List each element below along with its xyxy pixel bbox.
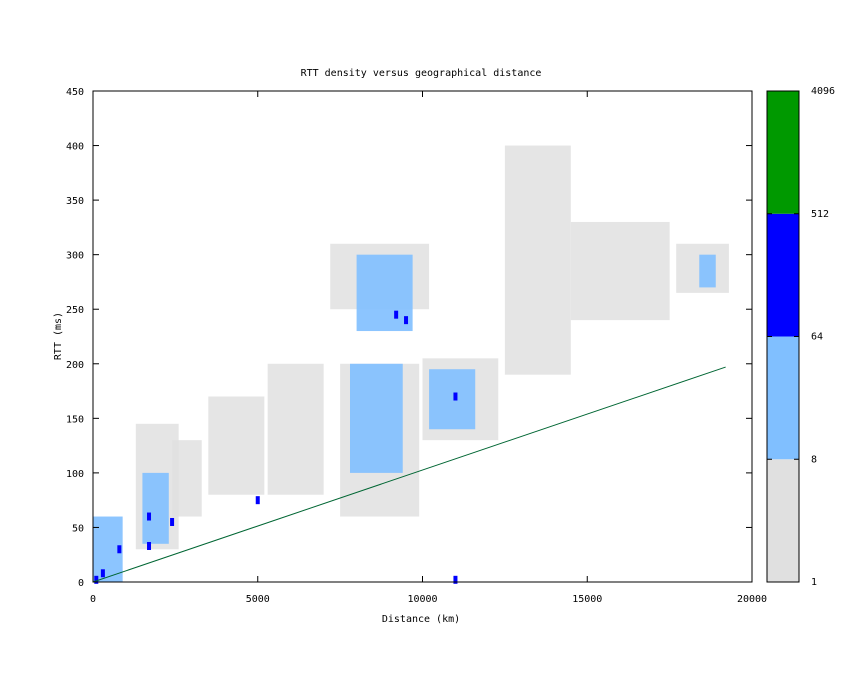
y-tick-label: 200	[66, 360, 84, 371]
density-cell	[404, 316, 409, 325]
density-region	[172, 440, 202, 517]
density-region	[699, 254, 716, 288]
density-layer	[92, 145, 729, 584]
y-tick-label: 100	[66, 469, 84, 480]
x-tick-label: 5000	[246, 594, 270, 605]
colorbar-tick-label: 1	[811, 577, 817, 588]
x-axis-label: Distance (km)	[382, 614, 460, 625]
y-tick-label: 150	[66, 414, 84, 425]
colorbar: 1 8 64 512 4096	[766, 86, 835, 588]
colorbar-band	[767, 459, 799, 582]
density-cell	[255, 496, 260, 505]
x-tick-label: 15000	[572, 594, 602, 605]
density-region	[570, 221, 670, 321]
density-region	[142, 472, 169, 544]
axis-layer: 0 5000 10000 15000 20000 0 50 100 150 200 250 300 35…	[66, 87, 767, 605]
density-cell	[394, 310, 399, 319]
density-cell	[94, 575, 99, 584]
density-region	[504, 145, 571, 375]
y-tick-label: 300	[66, 251, 84, 262]
y-tick-label: 400	[66, 142, 84, 153]
colorbar-band	[767, 213, 799, 337]
colorbar-band	[767, 91, 799, 214]
x-tick-label: 20000	[737, 594, 767, 605]
y-tick-label: 0	[78, 578, 84, 589]
density-cell	[170, 517, 175, 526]
colorbar-tick-label: 4096	[811, 86, 835, 97]
x-tick-label: 0	[90, 594, 96, 605]
colorbar-band	[767, 336, 799, 460]
density-cell	[147, 512, 152, 521]
density-region	[208, 396, 265, 495]
x-tick-label: 10000	[407, 594, 437, 605]
density-cell	[453, 575, 458, 584]
reference-line	[92, 366, 726, 583]
chart-title: RTT density versus geographical distance	[301, 68, 542, 79]
density-region	[429, 369, 476, 430]
colorbar-tick-label: 8	[811, 454, 817, 465]
colorbar-tick-label: 512	[811, 209, 829, 220]
y-tick-label: 450	[66, 87, 84, 98]
density-region	[356, 254, 413, 332]
y-tick-label: 350	[66, 196, 84, 207]
y-tick-label: 50	[72, 523, 84, 534]
density-region	[267, 363, 324, 495]
density-cell	[100, 569, 105, 578]
y-axis-label: RTT (ms)	[53, 312, 64, 360]
density-cell	[147, 541, 152, 550]
colorbar-tick-label: 64	[811, 332, 823, 343]
density-cell	[453, 392, 458, 401]
y-tick-label: 250	[66, 305, 84, 316]
density-region	[350, 363, 403, 473]
density-cell	[117, 545, 122, 554]
